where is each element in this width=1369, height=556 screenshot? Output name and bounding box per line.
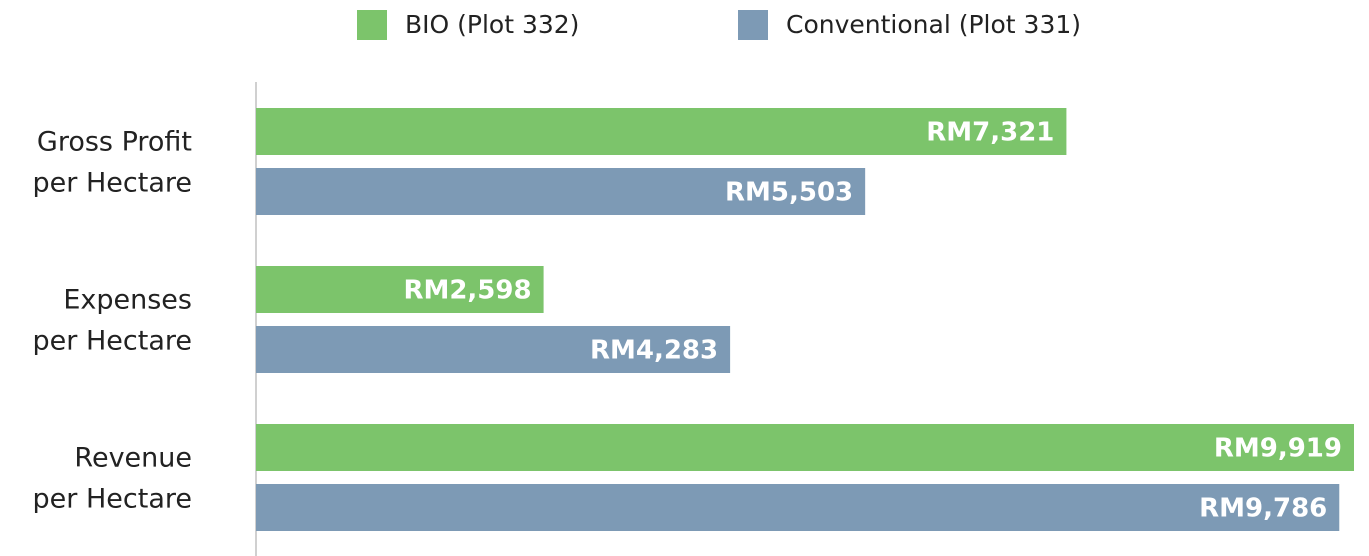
- value-label: RM5,503: [725, 178, 853, 208]
- value-label: RM4,283: [590, 336, 718, 366]
- bar: [256, 484, 1340, 531]
- bar: [256, 108, 1067, 155]
- legend-label: BIO (Plot 332): [405, 10, 579, 39]
- value-label: RM9,786: [1199, 494, 1327, 524]
- legend-swatch: [357, 10, 387, 40]
- category-label: Expenses: [63, 285, 192, 316]
- category-label: per Hectare: [33, 484, 192, 515]
- bar: [256, 326, 731, 373]
- bar: [256, 424, 1354, 471]
- category-label: Revenue: [74, 443, 192, 474]
- legend-label: Conventional (Plot 331): [786, 10, 1081, 39]
- category-label: per Hectare: [33, 168, 192, 199]
- bar: [256, 266, 544, 313]
- value-label: RM7,321: [926, 118, 1054, 148]
- category-label: per Hectare: [33, 326, 192, 357]
- bar: [256, 168, 866, 215]
- value-label: RM2,598: [403, 276, 531, 306]
- value-label: RM9,919: [1214, 434, 1342, 464]
- legend-swatch: [738, 10, 768, 40]
- category-label: Gross Profit: [37, 127, 192, 158]
